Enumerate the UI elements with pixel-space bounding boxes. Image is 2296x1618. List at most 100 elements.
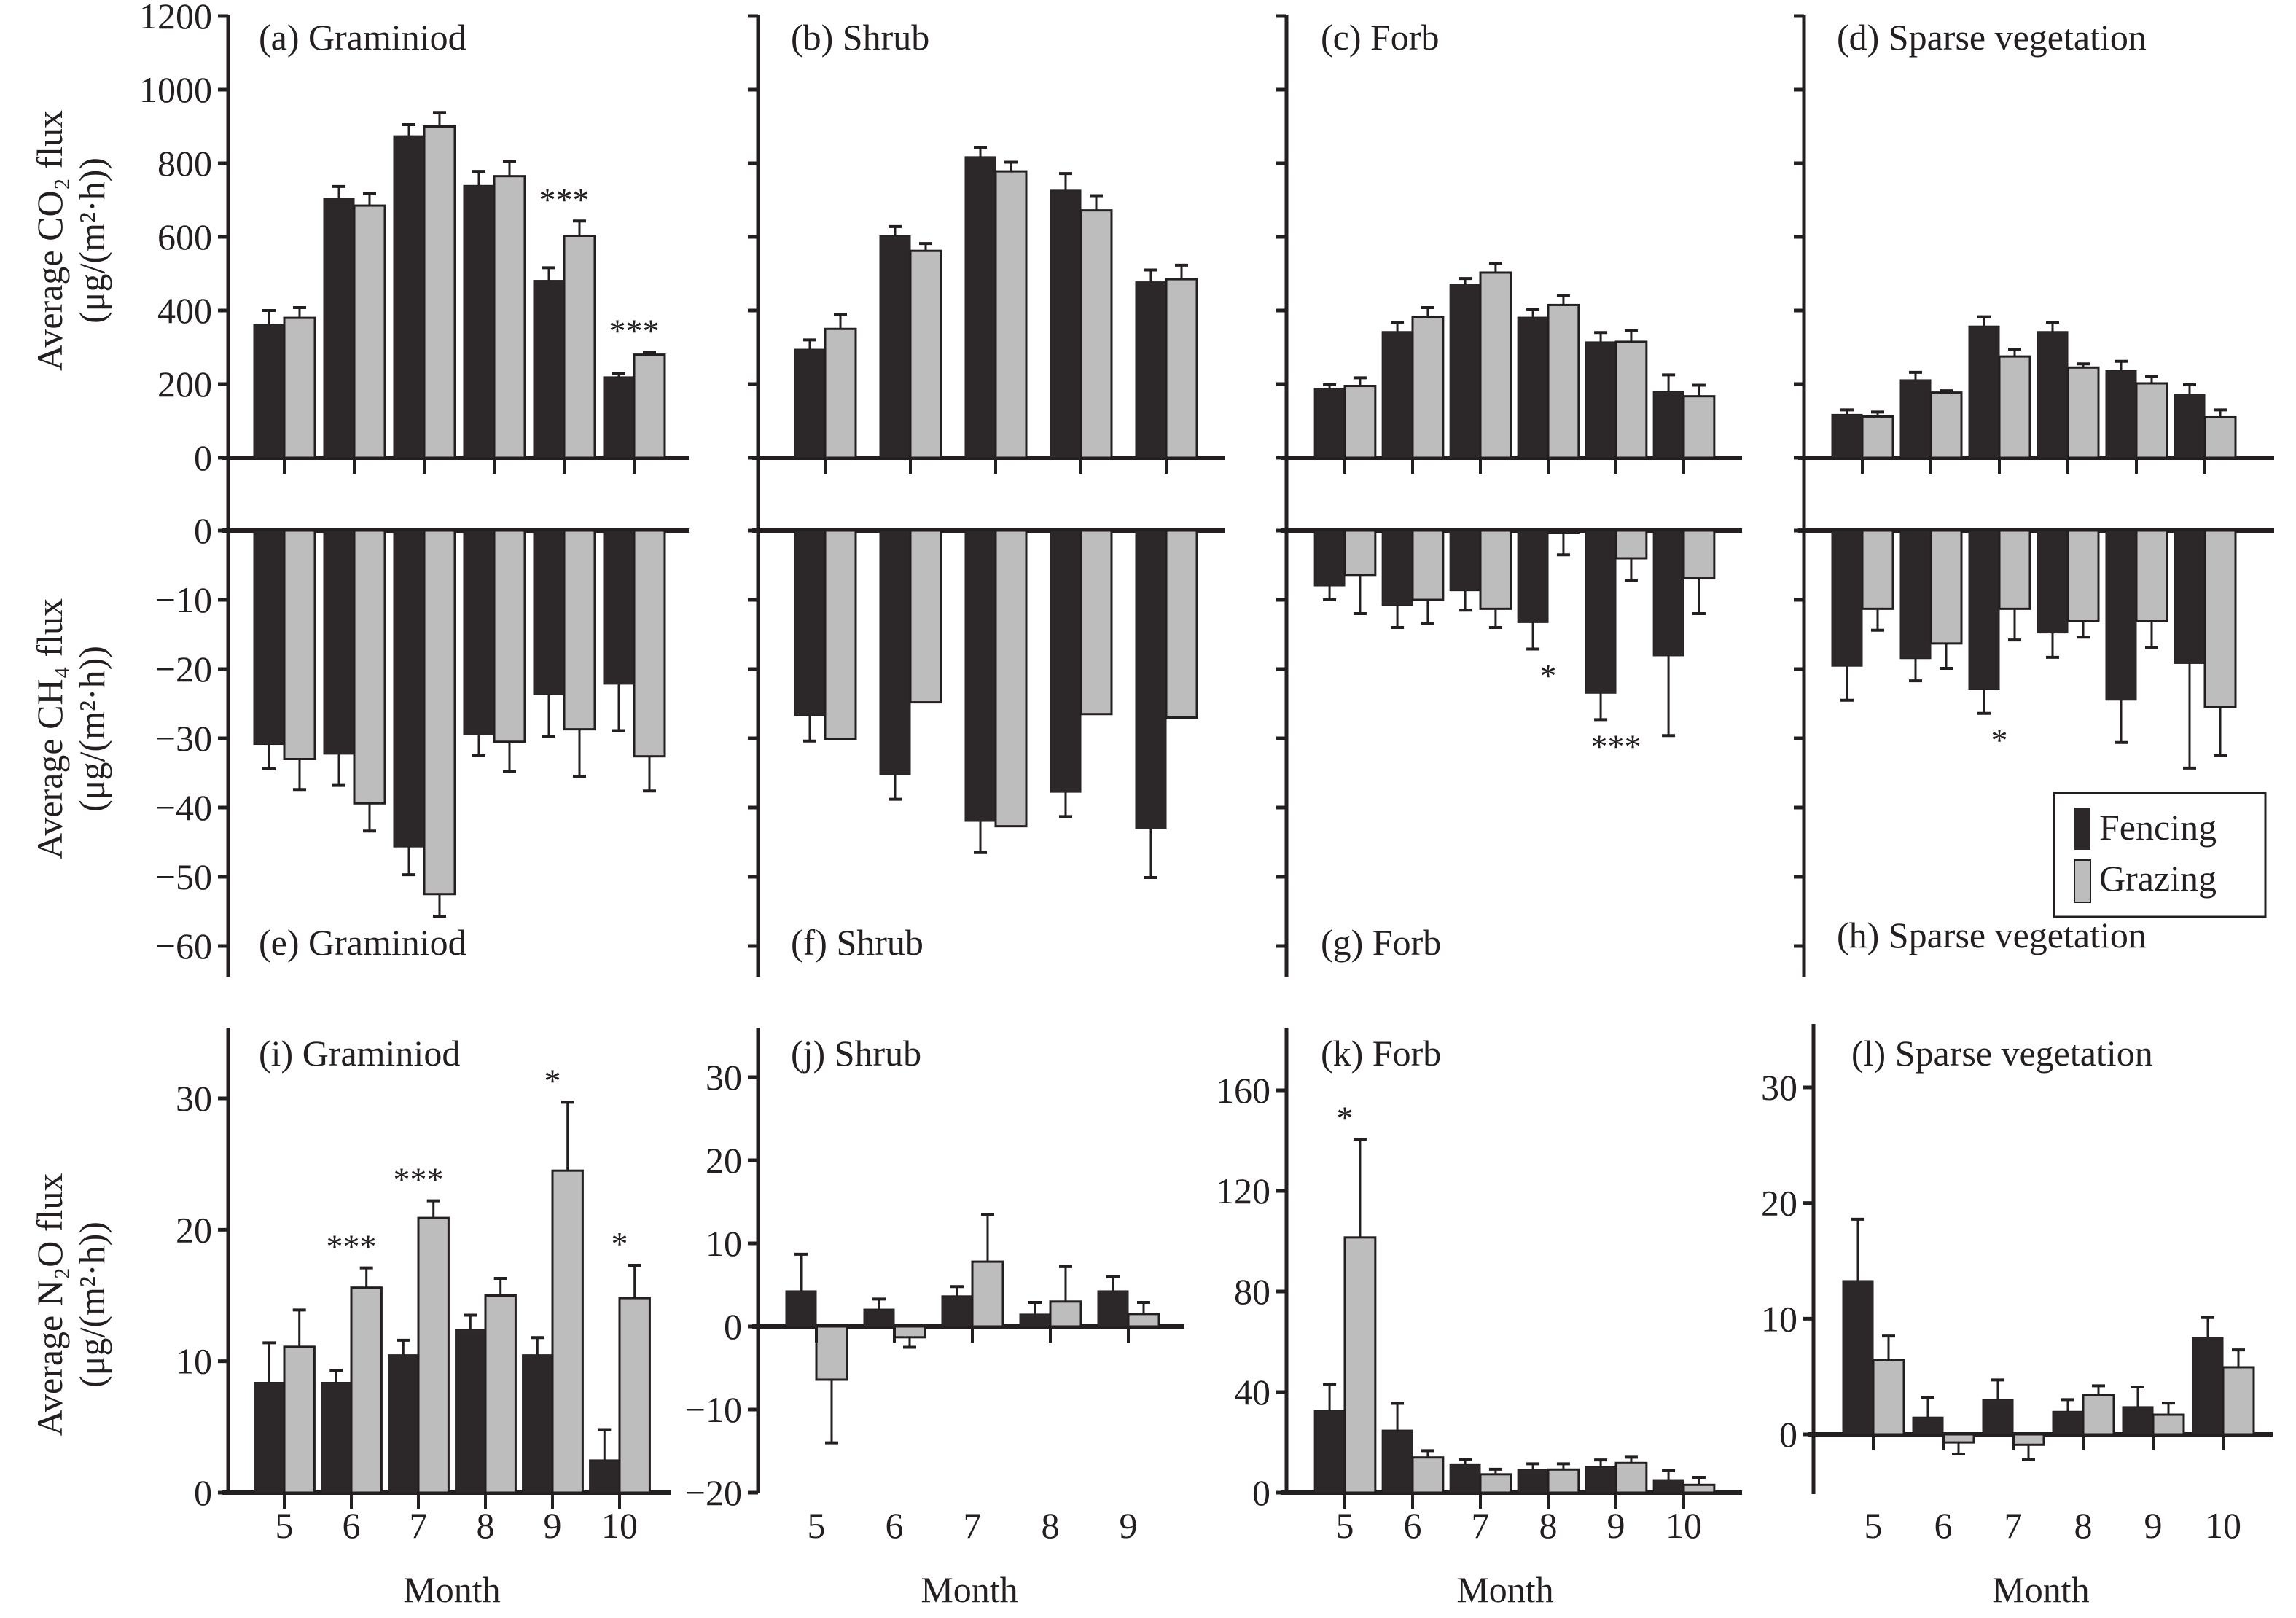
x-tick-label: 6: [886, 1505, 904, 1546]
xlabel-i: Month: [403, 1569, 500, 1610]
bar-b-grazing-7: [994, 170, 1028, 459]
x-tick-label: 9: [1120, 1505, 1138, 1546]
xlabel-l: Month: [1992, 1569, 2089, 1610]
x-tick-label: 8: [477, 1505, 495, 1546]
bar-l-grazing-5: [1872, 1359, 1905, 1436]
significance-mark: ***: [609, 313, 660, 350]
x-tick-label: 6: [343, 1505, 361, 1546]
x-tick-label: 5: [276, 1505, 294, 1546]
bar-e-grazing-5: [283, 529, 316, 760]
bar-i-fencing-6: [321, 1382, 352, 1493]
bar-j-fencing-6: [863, 1308, 895, 1327]
bar-h-fencing-7: [1968, 530, 2000, 690]
bar-g-grazing-8: [1547, 529, 1580, 534]
legend-swatch-fencing: [2074, 808, 2090, 850]
y-tick-label: −10: [685, 1389, 742, 1430]
bar-e-fencing-10: [603, 530, 635, 685]
bar-b-grazing-5: [824, 327, 857, 459]
significance-mark: *: [1991, 722, 2008, 759]
bar-j-grazing-6: [893, 1325, 926, 1339]
bar-i-grazing-8: [484, 1294, 517, 1494]
bar-f-fencing-7: [964, 530, 996, 822]
x-tick-label: 7: [2004, 1505, 2023, 1546]
bar-f-fencing-8: [1050, 530, 1082, 793]
bar-g-fencing-8: [1517, 530, 1549, 623]
y-tick-label: 1000: [139, 69, 212, 110]
bar-l-fencing-9: [2122, 1406, 2154, 1435]
x-tick-label: 8: [2074, 1505, 2093, 1546]
y-tick-label: 800: [157, 143, 212, 184]
y-tick-label: 0: [1779, 1414, 1797, 1455]
bar-f-grazing-5: [824, 529, 857, 740]
bar-g-grazing-6: [1411, 529, 1445, 601]
x-tick-label: 10: [2205, 1505, 2241, 1546]
bar-k-grazing-10: [1682, 1483, 1716, 1494]
panel-k: 0 40 80 120 160 5 * 6 7 8 9 10 (k) Forb: [1216, 1028, 1742, 1546]
y-tick-label: 10: [706, 1223, 742, 1264]
ch4-ylabel-line2: (μg/(m²·h)): [71, 646, 112, 812]
x-tick-label: 9: [1607, 1505, 1625, 1546]
panel-i: 0 10 20 30 5 6 *** 7 *** 8 9 * 10 * (i) Graminiod: [176, 1028, 671, 1546]
bar-i-grazing-7: [417, 1216, 450, 1494]
panel-c: (c) Forb: [1276, 14, 1742, 474]
bar-a-fencing-9: [533, 280, 565, 458]
bar-a-grazing-6: [353, 204, 386, 459]
co2-ylabel-line2: (μg/(m²·h)): [71, 157, 112, 324]
bar-f-fencing-5: [794, 530, 826, 716]
panel-f: (f) Shrub: [748, 15, 1225, 977]
bar-k-grazing-5: [1343, 1236, 1377, 1494]
bar-h-grazing-8: [2066, 529, 2100, 622]
bar-k-fencing-9: [1585, 1466, 1617, 1493]
bar-i-grazing-10: [618, 1297, 651, 1494]
legend-label-fencing: Fencing: [2099, 807, 2217, 848]
panel-title-k: (k) Forb: [1321, 1033, 1441, 1074]
x-tick-label: 8: [1539, 1505, 1558, 1546]
bar-h-grazing-9: [2135, 529, 2168, 622]
bar-f-grazing-9: [1165, 529, 1198, 719]
panel-l: 0 10 20 30 5 6 7 8 9 10 (l) Sparse vegetation: [1761, 1024, 2273, 1546]
bar-j-grazing-8: [1049, 1300, 1082, 1328]
bar-i-fencing-8: [455, 1329, 486, 1493]
x-tick-label: 10: [601, 1505, 638, 1546]
bar-a-fencing-7: [393, 135, 425, 458]
y-tick-label: 0: [724, 1306, 742, 1347]
x-tick-label: 9: [2144, 1505, 2163, 1546]
bar-k-grazing-6: [1411, 1456, 1445, 1494]
bar-b-fencing-5: [794, 348, 826, 458]
bar-d-fencing-10: [2174, 394, 2206, 458]
y-tick-label: 30: [706, 1057, 742, 1098]
panel-title-d: (d) Sparse vegetation: [1837, 17, 2147, 58]
significance-mark: *: [1540, 657, 1557, 694]
xlabel-j: Month: [921, 1569, 1018, 1610]
y-tick-label: 30: [1761, 1067, 1797, 1108]
panel-e: 0 −10 −20 −30 −40 −50 −60 (e) Graminiod: [155, 15, 689, 977]
bar-i-grazing-5: [283, 1345, 316, 1494]
bar-k-grazing-9: [1614, 1461, 1648, 1494]
bar-b-grazing-6: [909, 249, 942, 459]
bar-i-grazing-6: [350, 1286, 383, 1494]
significance-mark: *: [612, 1225, 628, 1262]
co2-ylabel: Average CO₂ flux (μg/(m²·h)): [29, 110, 112, 371]
significance-mark: *: [544, 1062, 561, 1099]
panel-a: 0 200 400 600 800 1000 1200 *** *** (a) Graminiod: [139, 0, 689, 478]
bar-c-fencing-7: [1449, 284, 1481, 458]
bar-l-fencing-5: [1842, 1280, 1874, 1435]
bar-f-grazing-6: [909, 529, 942, 704]
x-tick-label: 5: [1336, 1505, 1354, 1546]
bar-d-fencing-9: [2105, 370, 2137, 458]
bar-c-fencing-10: [1652, 391, 1684, 458]
bar-c-grazing-6: [1411, 316, 1445, 459]
bar-d-fencing-5: [1831, 413, 1863, 458]
bar-e-grazing-7: [423, 529, 456, 896]
bar-j-grazing-5: [815, 1325, 848, 1381]
bar-h-fencing-5: [1831, 530, 1863, 667]
panel-title-b: (b) Shrub: [791, 17, 929, 58]
bar-l-grazing-9: [2152, 1413, 2185, 1436]
y-tick-label: −20: [155, 649, 212, 689]
n2o-ylabel: Average N₂O flux (μg/(m²·h)): [29, 1173, 112, 1437]
panel-title-f: (f) Shrub: [791, 922, 924, 963]
bar-e-fencing-5: [253, 530, 285, 746]
y-tick-label: 400: [157, 290, 212, 331]
significance-mark: ***: [327, 1228, 377, 1265]
